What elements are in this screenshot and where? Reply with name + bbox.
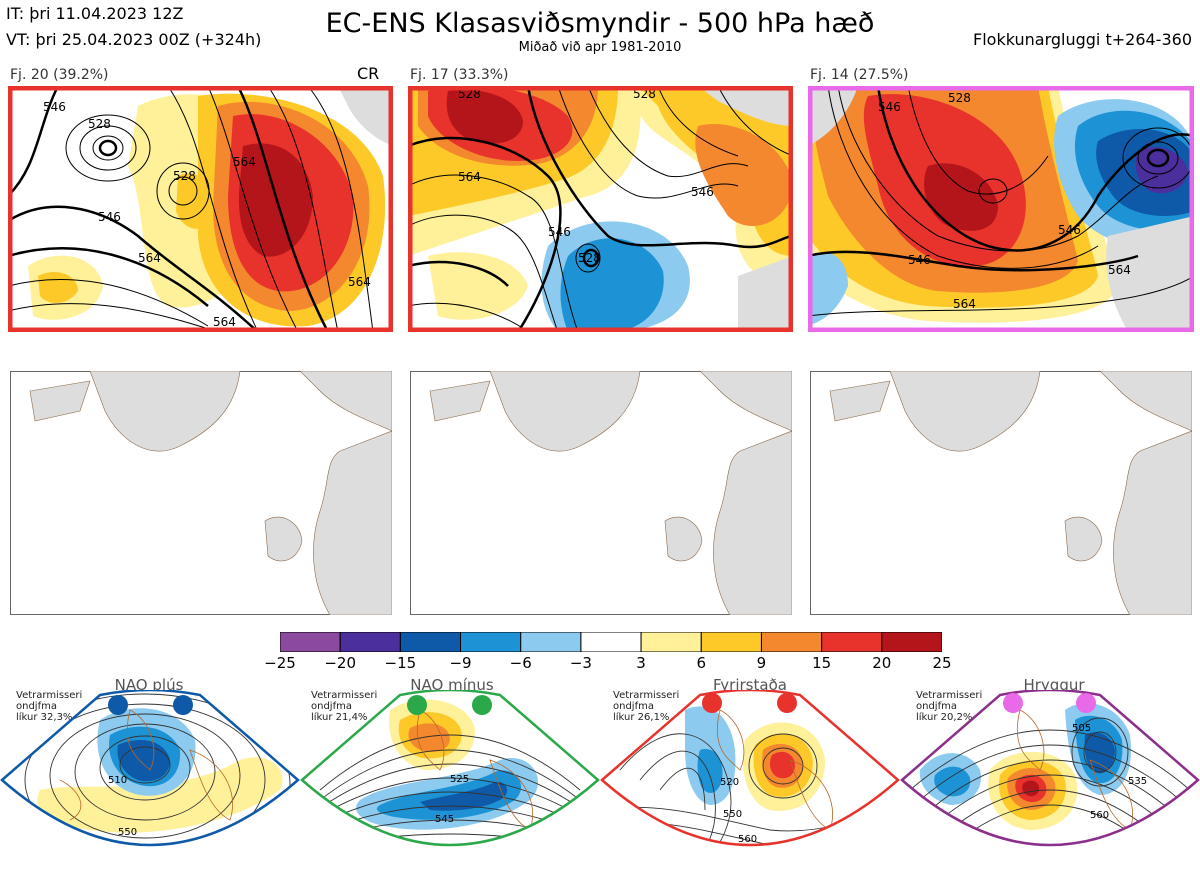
colorbar-swatch [339, 631, 401, 653]
colorbar-tick-label: −15 [384, 654, 417, 672]
cluster-3-label: Fj. 14 (27.5%) [810, 67, 909, 83]
regime-1-contour-label: 550 [118, 827, 137, 838]
cluster-2-contour-label: 528 [578, 251, 601, 265]
regime-2-dot [472, 695, 492, 715]
regime-4-contour-label: 535 [1128, 776, 1147, 787]
cluster-1-contour-label: 564 [213, 315, 236, 329]
cluster-1-label: Fj. 20 (39.2%) [10, 67, 109, 83]
cluster-2-label: Fj. 17 (33.3%) [410, 67, 509, 83]
colorbar-tick-label: 9 [756, 654, 767, 672]
colorbar-tick-label: −3 [569, 654, 592, 672]
colorbar-swatch [399, 631, 462, 653]
regime-3-dot [702, 693, 722, 713]
regime-2-note: Vetrarmisseri ondjfma líkur 21,4% [311, 690, 378, 723]
colorbar-tick-label: −9 [449, 654, 472, 672]
empty-map-3 [810, 371, 1192, 615]
colorbar-swatch [760, 631, 823, 653]
regime-1-dot [108, 695, 128, 715]
regime-1-map: 510 550 [0, 690, 300, 871]
colorbar [279, 631, 943, 653]
colorbar-swatch [279, 631, 341, 653]
regime-2-map: 525 545 565 [300, 690, 600, 871]
regime-3-contour-label: 550 [723, 809, 742, 820]
regime-4-contour-label: 560 [1090, 810, 1109, 821]
colorbar-tick-label: −20 [324, 654, 356, 672]
regime-2-dot [407, 695, 427, 715]
cluster-1-tag: CR [357, 64, 380, 83]
climatology-subtitle: Miðað við apr 1981-2010 [518, 40, 682, 55]
empty-map-2 [410, 371, 792, 615]
regime-3-contour-label: 560 [738, 834, 757, 845]
cluster-3-contour-label: 528 [948, 91, 971, 105]
regime-4-map: 505 535 560 [900, 690, 1200, 871]
regime-3-contour-label: 520 [720, 777, 739, 788]
regime-1-note: Vetrarmisseri ondjfma líkur 32,3% [16, 690, 83, 723]
colorbar-tick-label: 3 [636, 654, 646, 672]
colorbar-tick-label: 15 [812, 654, 832, 672]
regime-1-border [0, 690, 300, 847]
colorbar-tick-label: −25 [264, 654, 296, 672]
colorbar-swatch [700, 631, 762, 653]
regime-4-dot [1076, 693, 1096, 713]
cluster-3-contour-label: 546 [908, 253, 931, 267]
regime-1-dot [173, 695, 193, 715]
colorbar-swatch [580, 631, 642, 653]
regime-2-contour-label: 525 [450, 774, 469, 785]
regime-2-contour-label: 565 [445, 850, 464, 861]
cluster-2-contour-label: 546 [691, 185, 714, 199]
regime-2-contour-label: 545 [435, 814, 454, 825]
cluster-1-contour-label: 564 [233, 155, 256, 169]
cluster-3-contour-label: 546 [878, 100, 901, 114]
colorbar-tick-label: −6 [509, 654, 532, 672]
regime-3-note: Vetrarmisseri ondjfma líkur 26,1% [613, 690, 680, 723]
regime-1-contour-label: 510 [108, 775, 127, 786]
regime-4-note: Vetrarmisseri ondjfma líkur 20,2% [916, 690, 983, 723]
cluster-1-contour-label: 546 [98, 210, 121, 224]
cluster-3-contour-label: 564 [953, 297, 976, 311]
cluster-1-contour-label: 546 [43, 100, 66, 114]
cluster-2-contour-label: 564 [458, 170, 481, 184]
regime-4-dot [1003, 693, 1023, 713]
cluster-2-contour-label: 546 [548, 225, 571, 239]
colorbar-swatch [520, 631, 582, 653]
empty-map-1 [10, 371, 392, 615]
regime-4-contour-label: 505 [1072, 723, 1091, 734]
regime-3-border [600, 690, 900, 847]
colorbar-swatch [640, 631, 702, 653]
classification-window: Flokkunargluggi t+264-360 [973, 30, 1192, 49]
cluster-1-contour-label: 564 [138, 251, 161, 265]
cluster-3-contour-label: 564 [1108, 263, 1131, 277]
cluster-3-contour-label: 546 [1058, 223, 1081, 237]
init-time: IT: þri 11.04.2023 12Z [6, 4, 184, 23]
colorbar-swatch [460, 631, 522, 653]
regime-3-dot [777, 693, 797, 713]
cluster-3-border [808, 86, 1194, 332]
cluster-3-map: 546 528 546 546 564 564 [808, 86, 1194, 332]
colorbar-swatch [881, 631, 943, 653]
cluster-1-contour-label: 528 [173, 169, 196, 183]
cluster-1-contour-label: 528 [88, 117, 111, 131]
cluster-2-border [408, 86, 793, 332]
cluster-1-map: 528 528 546 546 564 564 564 564 [8, 86, 393, 332]
cluster-2-map: 528 528 564 546 546 528 [408, 86, 793, 332]
colorbar-swatch [821, 631, 883, 653]
regime-3-map: 520 550 560 [600, 690, 900, 871]
cluster-1-contour-label: 564 [348, 275, 371, 289]
regime-2-border [300, 690, 600, 847]
cluster-1-border [8, 86, 393, 332]
regime-4-border [900, 690, 1200, 847]
valid-time: VT: þri 25.04.2023 00Z (+324h) [6, 30, 262, 49]
colorbar-tick-label: 6 [696, 654, 707, 672]
colorbar-tick-label: 25 [932, 654, 952, 672]
page-title: EC-ENS Klasasviðsmyndir - 500 hPa hæð [325, 8, 875, 39]
colorbar-tick-label: 20 [872, 654, 892, 672]
